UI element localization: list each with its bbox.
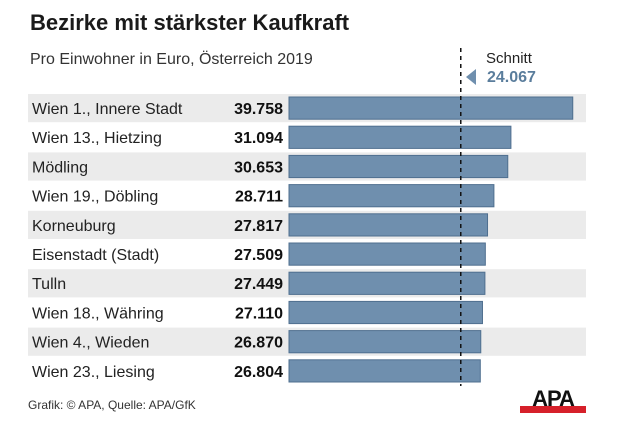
category-label: Wien 18., Währing xyxy=(32,305,164,322)
apa-logo: APA xyxy=(520,386,586,413)
category-label: Eisenstadt (Stadt) xyxy=(32,247,159,264)
value-label: 39.758 xyxy=(234,101,283,118)
category-label: Mödling xyxy=(32,159,88,176)
bar xyxy=(288,213,489,237)
average-arrow-icon xyxy=(466,69,476,85)
value-label: 28.711 xyxy=(235,189,283,206)
category-label: Wien 4., Wieden xyxy=(32,335,149,352)
category-label: Wien 19., Döbling xyxy=(32,189,158,206)
value-label: 30.653 xyxy=(234,159,283,176)
bar xyxy=(288,154,509,179)
category-label: Wien 1., Innere Stadt xyxy=(32,101,183,118)
value-label: 27.817 xyxy=(234,218,283,235)
bar xyxy=(288,359,481,383)
category-label: Wien 23., Liesing xyxy=(32,364,155,381)
value-label: 27.110 xyxy=(235,305,283,322)
bar xyxy=(288,184,495,208)
chart-subtitle: Pro Einwohner in Euro, Österreich 2019 xyxy=(30,51,313,68)
value-label: 26.804 xyxy=(234,364,283,381)
category-label: Wien 13., Hietzing xyxy=(32,130,162,147)
bar xyxy=(288,125,512,149)
bar xyxy=(288,242,486,266)
chart-title: Bezirke mit stärkster Kaufkraft xyxy=(30,10,350,35)
category-label: Tulln xyxy=(32,276,66,293)
average-label: Schnitt xyxy=(486,50,532,67)
apa-logo-bar xyxy=(520,406,586,413)
source-note: Grafik: © APA, Quelle: APA/GfK xyxy=(28,398,196,412)
value-label: 27.449 xyxy=(234,276,283,293)
bar xyxy=(288,330,482,354)
bar xyxy=(288,96,574,120)
category-label: Korneuburg xyxy=(32,218,116,235)
value-label: 27.509 xyxy=(234,247,283,264)
value-label: 31.094 xyxy=(234,130,283,147)
value-label: 26.870 xyxy=(234,335,283,352)
bar xyxy=(288,271,486,295)
average-value: 24.067 xyxy=(487,69,536,86)
bar xyxy=(288,300,483,325)
